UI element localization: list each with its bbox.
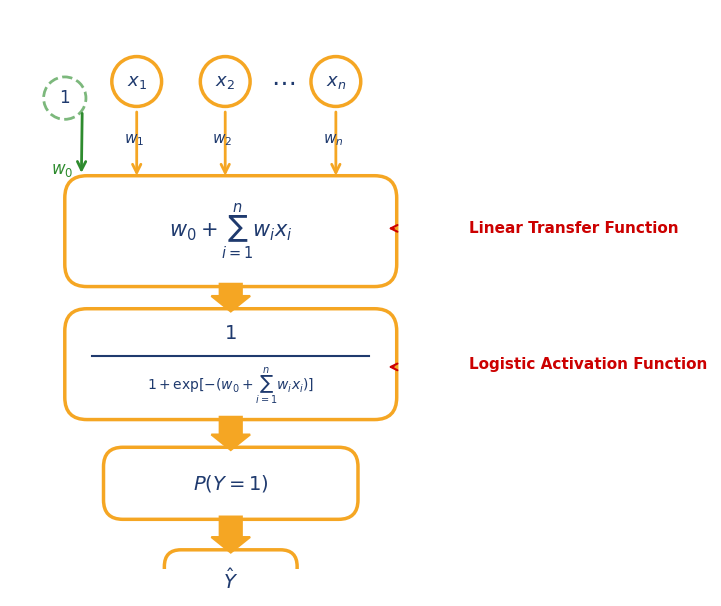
Text: $1$: $1$ [224, 324, 237, 343]
Text: $x_n$: $x_n$ [326, 73, 346, 90]
Text: Linear Transfer Function: Linear Transfer Function [469, 221, 678, 236]
Text: Logistic Activation Function: Logistic Activation Function [469, 357, 707, 371]
Text: $1$: $1$ [59, 89, 71, 107]
Text: $w_2$: $w_2$ [213, 132, 233, 147]
Polygon shape [211, 516, 250, 553]
Text: $w_0 + \sum_{i=1}^{n} w_i x_i$: $w_0 + \sum_{i=1}^{n} w_i x_i$ [169, 201, 293, 261]
Polygon shape [211, 284, 250, 311]
Text: $x_2$: $x_2$ [216, 73, 235, 90]
Text: $x_1$: $x_1$ [127, 73, 146, 90]
Text: $P(Y=1)$: $P(Y=1)$ [193, 473, 268, 494]
FancyBboxPatch shape [65, 308, 397, 419]
Text: $w_n$: $w_n$ [323, 132, 343, 147]
FancyBboxPatch shape [164, 550, 297, 606]
Polygon shape [211, 417, 250, 450]
FancyBboxPatch shape [104, 447, 358, 519]
Text: $\hat{Y}$: $\hat{Y}$ [224, 568, 239, 593]
Text: $w_1$: $w_1$ [124, 132, 144, 147]
Text: $1 + \exp[-(w_0 + \sum_{i=1}^{n} w_i x_i)]$: $1 + \exp[-(w_0 + \sum_{i=1}^{n} w_i x_i… [147, 365, 314, 407]
Text: $w_0$: $w_0$ [51, 161, 73, 179]
FancyBboxPatch shape [65, 176, 397, 287]
Text: $\cdots$: $\cdots$ [271, 70, 296, 93]
